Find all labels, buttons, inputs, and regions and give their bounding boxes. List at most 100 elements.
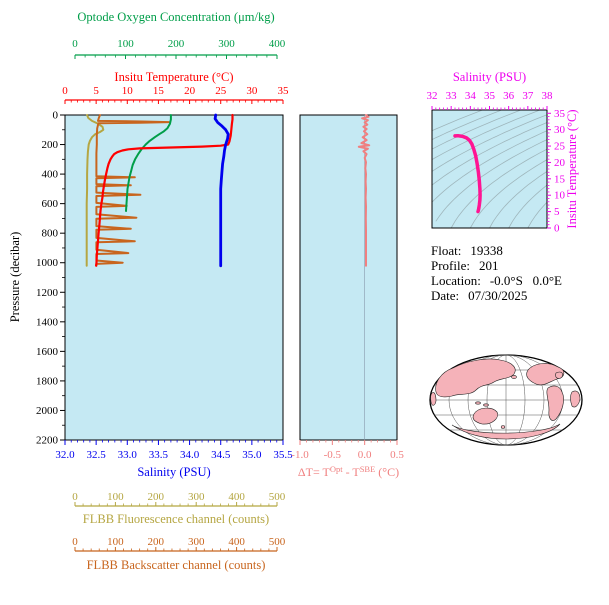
salinity-tick-label: 34.0 (180, 449, 200, 461)
delta-axis-title: ΔT= TOpt - TSBE (°C) (298, 464, 399, 479)
salinity-tick-label: 32.0 (55, 449, 75, 461)
density-contour (450, 148, 548, 229)
density-contour (527, 201, 548, 229)
series-backscatter (95, 114, 170, 267)
continent-north-america (526, 363, 565, 386)
fluorescence-tick-label: 100 (107, 491, 124, 503)
density-contour (508, 184, 548, 229)
salinity-tick-label: 33.5 (149, 449, 169, 461)
ts-temperature-axis-title: Insitu Temperature (°C) (565, 109, 579, 228)
series-oxygen (125, 114, 172, 212)
info-profile: Profile: 201 (431, 258, 562, 273)
salinity-axis-title: Salinity (PSU) (137, 465, 210, 479)
continent-australia (472, 407, 498, 425)
ts-temperature-tick-label: 15 (554, 173, 566, 185)
profile-value: 201 (479, 258, 499, 273)
ts-diagram: 32 33 34 35 36 37 38 Salinity (PSU) 0 5 10 15 20 25 30… (427, 70, 580, 235)
delta-tick-label: -1.0 (291, 449, 309, 461)
density-contour (431, 130, 548, 203)
delta-tick-label: 0.0 (358, 449, 372, 461)
salinity-tick-label: 33.0 (118, 449, 138, 461)
pressure-tick-label: 1000 (36, 257, 59, 269)
series-delta-t (357, 114, 371, 267)
temperature-tick-label: 30 (246, 85, 258, 97)
pressure-tick-label: 400 (42, 169, 59, 181)
ts-temperature-tick-label: 5 (554, 206, 560, 218)
ts-temperature-tick-label: 35 (554, 108, 566, 120)
ts-temperature-tick-label: 20 (554, 157, 566, 169)
map-continents (430, 358, 581, 440)
location-label: Location: (431, 273, 481, 288)
density-contour (431, 109, 502, 140)
ts-salinity-tick-label: 33 (446, 90, 458, 102)
oxygen-tick-label: 400 (269, 38, 286, 50)
density-contour (431, 114, 548, 172)
temperature-tick-label: 0 (62, 85, 68, 97)
fluorescence-axis-title: FLBB Fluorescence channel (counts) (83, 512, 269, 526)
pressure-tick-label: 0 (53, 110, 59, 122)
temperature-tick-label: 25 (215, 85, 227, 97)
continent-south-america (546, 385, 564, 421)
continent-africa-east (570, 390, 581, 408)
ts-temperature-tick-label: 0 (554, 223, 560, 235)
float-info: Float: 19338 Profile: 201 Location: -0.0°S … (431, 243, 562, 303)
continent-asia (435, 358, 516, 398)
main-profile-plot (64, 113, 284, 441)
date-label: Date: (431, 288, 460, 303)
density-contour (431, 122, 548, 186)
world-map (429, 354, 583, 446)
fluorescence-tick-label: 0 (72, 491, 78, 503)
date-value: 07/30/2025 (468, 288, 528, 303)
temperature-tick-label: 20 (184, 85, 196, 97)
series-salinity (213, 113, 230, 268)
ts-temperature-tick-label: 30 (554, 124, 566, 136)
density-contour (489, 171, 548, 229)
ts-salinity-axis-title: Salinity (PSU) (453, 70, 526, 84)
delta-tick-label: -0.5 (324, 449, 342, 461)
fluorescence-tick-label: 300 (188, 491, 205, 503)
oxygen-tick-label: 0 (72, 38, 78, 50)
info-date: Date: 07/30/2025 (431, 288, 562, 303)
ts-salinity-tick-label: 38 (542, 90, 554, 102)
pressure-tick-label: 2000 (36, 405, 59, 417)
pressure-axis-title: Pressure (decibar) (8, 232, 22, 323)
pressure-tick-label: 1400 (36, 316, 59, 328)
fluorescence-tick-label: 500 (269, 491, 286, 503)
profile-label: Profile: (431, 258, 470, 273)
oxygen-tick-label: 100 (117, 38, 134, 50)
backscatter-tick-label: 200 (148, 536, 165, 548)
fluorescence-tick-label: 400 (228, 491, 245, 503)
salinity-axis: 32.0 32.5 33.0 33.5 34.0 34.5 35.0 35.5 Salinity… (55, 440, 293, 479)
delta-tick-label: 0.5 (390, 449, 404, 461)
ts-salinity-tick-label: 37 (522, 90, 534, 102)
backscatter-tick-label: 400 (228, 536, 245, 548)
backscatter-axis-title: FLBB Backscatter channel (counts) (87, 558, 266, 572)
temperature-tick-label: 35 (278, 85, 290, 97)
location-value: -0.0°S 0.0°E (489, 273, 562, 288)
salinity-tick-label: 35.5 (273, 449, 293, 461)
salinity-tick-label: 34.5 (211, 449, 231, 461)
info-location: Location: -0.0°S 0.0°E (431, 273, 562, 288)
salinity-tick-label: 32.5 (87, 449, 107, 461)
backscatter-tick-label: 500 (269, 536, 286, 548)
pressure-axis: 0 200 400 600 800 1000 1200 1400 1600 1800 2000 220… (8, 110, 65, 447)
ts-salinity-tick-label: 34 (465, 90, 477, 102)
ts-temperature-tick-label: 10 (554, 190, 566, 202)
pressure-tick-label: 200 (42, 139, 59, 151)
density-contour (469, 159, 548, 229)
series-fluorescence (85, 114, 105, 267)
temperature-axis: 0 5 10 15 20 25 30 35 Insitu Temperature (°C) (62, 70, 289, 104)
island-japan (511, 375, 517, 379)
ts-temperature-tick-label: 25 (554, 141, 566, 153)
density-contour (431, 109, 482, 132)
continent-antarctica (451, 423, 561, 440)
info-float: Float: 19338 (431, 243, 562, 258)
delta-t-plot: -1.0 -0.5 0.0 0.5 ΔT= TOpt - TSBE (°C) (291, 114, 404, 479)
oxygen-axis: 0 100 200 300 400 Optode Oxygen Concentration… (72, 10, 286, 59)
oxygen-tick-label: 200 (168, 38, 185, 50)
pressure-tick-label: 600 (42, 198, 59, 210)
salinity-tick-label: 35.0 (242, 449, 262, 461)
temperature-tick-label: 10 (122, 85, 134, 97)
